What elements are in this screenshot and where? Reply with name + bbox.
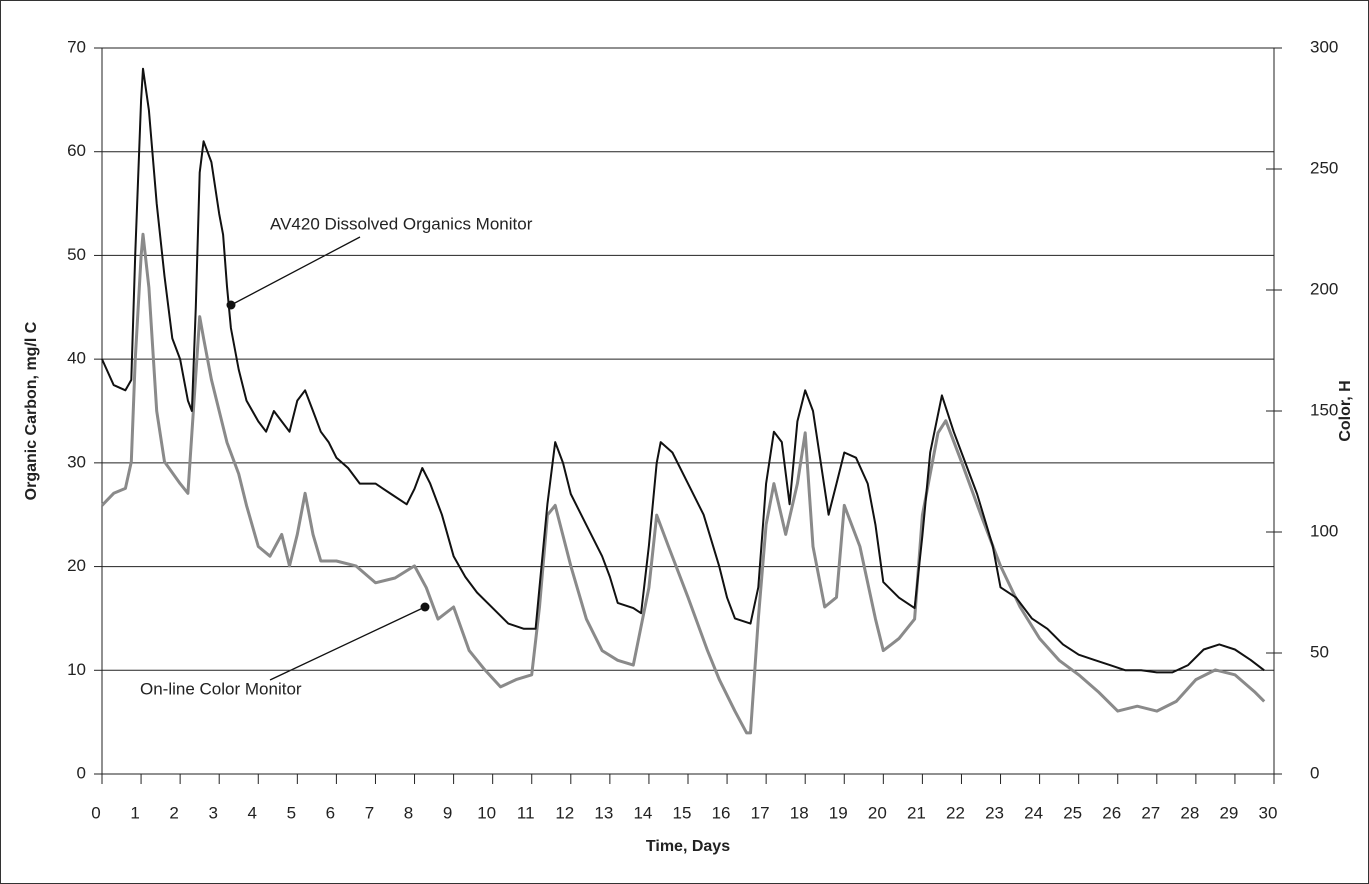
y-tick-label: 20 [67, 556, 86, 575]
x-tick-label: 4 [248, 803, 257, 822]
y-axis-label: Organic Carbon, mg/l C [23, 321, 40, 500]
x-tick-label: 20 [868, 803, 887, 822]
y-tick-label: 50 [67, 245, 86, 264]
y2-tick-label: 50 [1310, 642, 1329, 661]
y2-axis-label: Color, H [1337, 380, 1354, 441]
leader-line [269, 606, 426, 681]
y-tick-label: 30 [67, 452, 86, 471]
y2-tick-label: 200 [1310, 279, 1338, 298]
y-tick-label: 60 [67, 141, 86, 160]
y2-tick-label: 150 [1310, 400, 1338, 419]
y-tick-label: 10 [67, 660, 86, 679]
y2-tick-label: 300 [1310, 37, 1338, 56]
x-tick-label: 17 [751, 803, 770, 822]
x-tick-label: 15 [673, 803, 692, 822]
x-tick-label: 1 [130, 803, 139, 822]
annotation: On-line Color Monitor [140, 679, 302, 698]
x-tick-label: 9 [443, 803, 452, 822]
leader-line [230, 236, 361, 306]
x-tick-label: 14 [633, 803, 652, 822]
x-tick-label: 10 [477, 803, 496, 822]
x-tick-label: 22 [946, 803, 965, 822]
x-tick-label: 7 [365, 803, 374, 822]
x-tick-label: 6 [326, 803, 335, 822]
x-tick-label: 21 [907, 803, 926, 822]
x-tick-label: 19 [829, 803, 848, 822]
x-tick-label: 12 [555, 803, 574, 822]
x-tick-label: 11 [517, 803, 535, 822]
x-tick-label: 28 [1180, 803, 1199, 822]
y-tick-label: 70 [67, 37, 86, 56]
leader-dot [420, 602, 430, 612]
x-tick-label: 29 [1219, 803, 1238, 822]
x-axis-label: Time, Days [646, 838, 730, 855]
annotation: AV420 Dissolved Organics Monitor [270, 214, 533, 233]
x-tick-label: 23 [985, 803, 1004, 822]
y2-tick-label: 100 [1310, 521, 1338, 540]
x-tick-label: 26 [1102, 803, 1121, 822]
x-tick-label: 30 [1259, 803, 1278, 822]
x-tick-label: 13 [594, 803, 613, 822]
series-line [100, 232, 1266, 735]
y-tick-label: 40 [67, 349, 86, 368]
y2-tick-label: 0 [1310, 763, 1319, 782]
series-line [101, 67, 1265, 674]
y-tick-label: 0 [77, 763, 86, 782]
x-tick-label: 3 [208, 803, 217, 822]
x-tick-label: 16 [712, 803, 731, 822]
x-tick-label: 5 [287, 803, 296, 822]
x-tick-label: 18 [790, 803, 809, 822]
x-tick-label: 25 [1063, 803, 1082, 822]
x-tick-label: 24 [1024, 803, 1043, 822]
x-tick-label: 0 [91, 803, 100, 822]
x-tick-label: 27 [1141, 803, 1160, 822]
y2-tick-label: 250 [1310, 158, 1338, 177]
x-tick-label: 2 [169, 803, 178, 822]
x-tick-label: 8 [404, 803, 413, 822]
